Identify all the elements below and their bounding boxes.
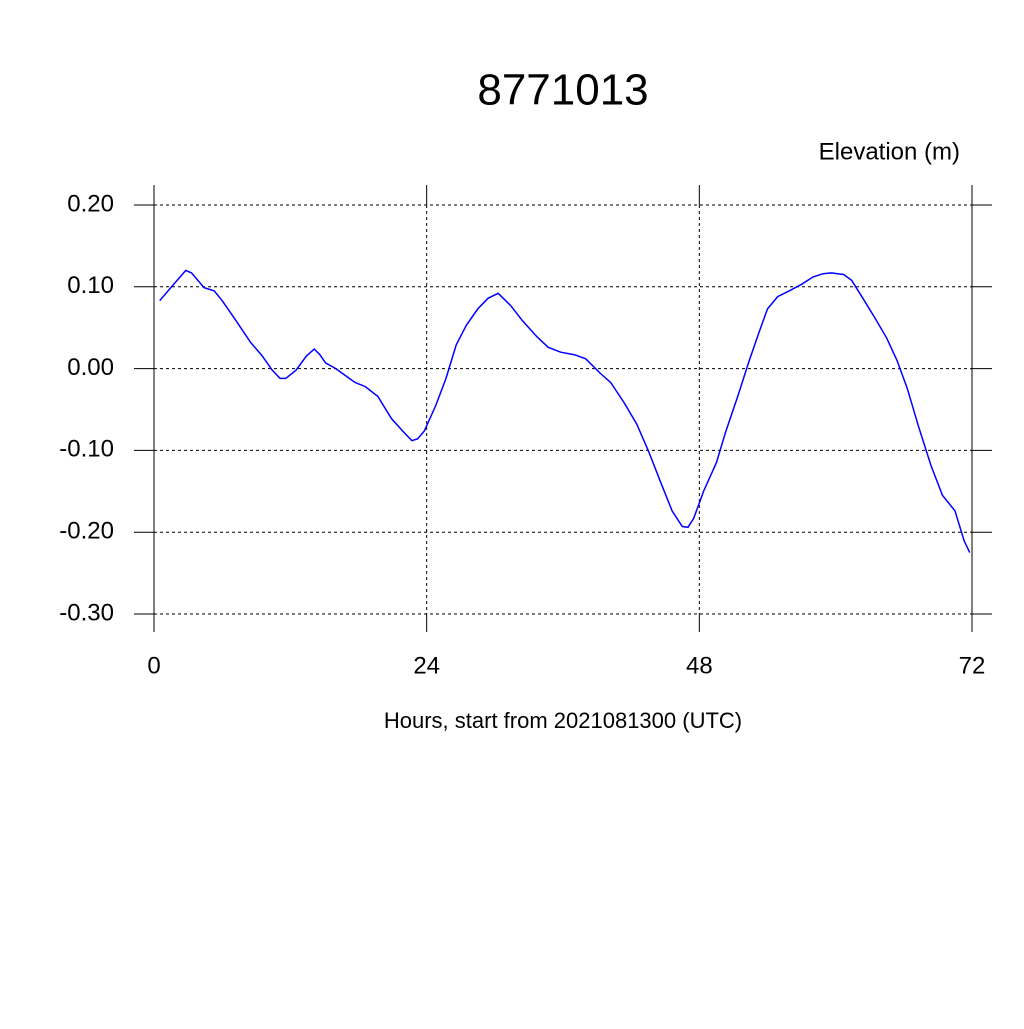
y-tick-label: 0.00	[67, 354, 114, 381]
y-axis-label: Elevation (m)	[819, 138, 960, 165]
chart-title: 8771013	[477, 66, 648, 115]
y-tick-label: -0.20	[59, 518, 114, 545]
y-tick-label: 0.20	[67, 190, 114, 217]
x-axis-label: Hours, start from 2021081300 (UTC)	[384, 708, 742, 733]
x-tick-label: 24	[413, 652, 440, 679]
x-tick-label: 72	[959, 652, 986, 679]
x-tick-label: 0	[147, 652, 160, 679]
y-tick-label: -0.10	[59, 436, 114, 463]
y-tick-label: -0.30	[59, 599, 114, 626]
data-line	[159, 269, 971, 553]
x-tick-label: 48	[686, 652, 713, 679]
y-tick-label: 0.10	[67, 272, 114, 299]
